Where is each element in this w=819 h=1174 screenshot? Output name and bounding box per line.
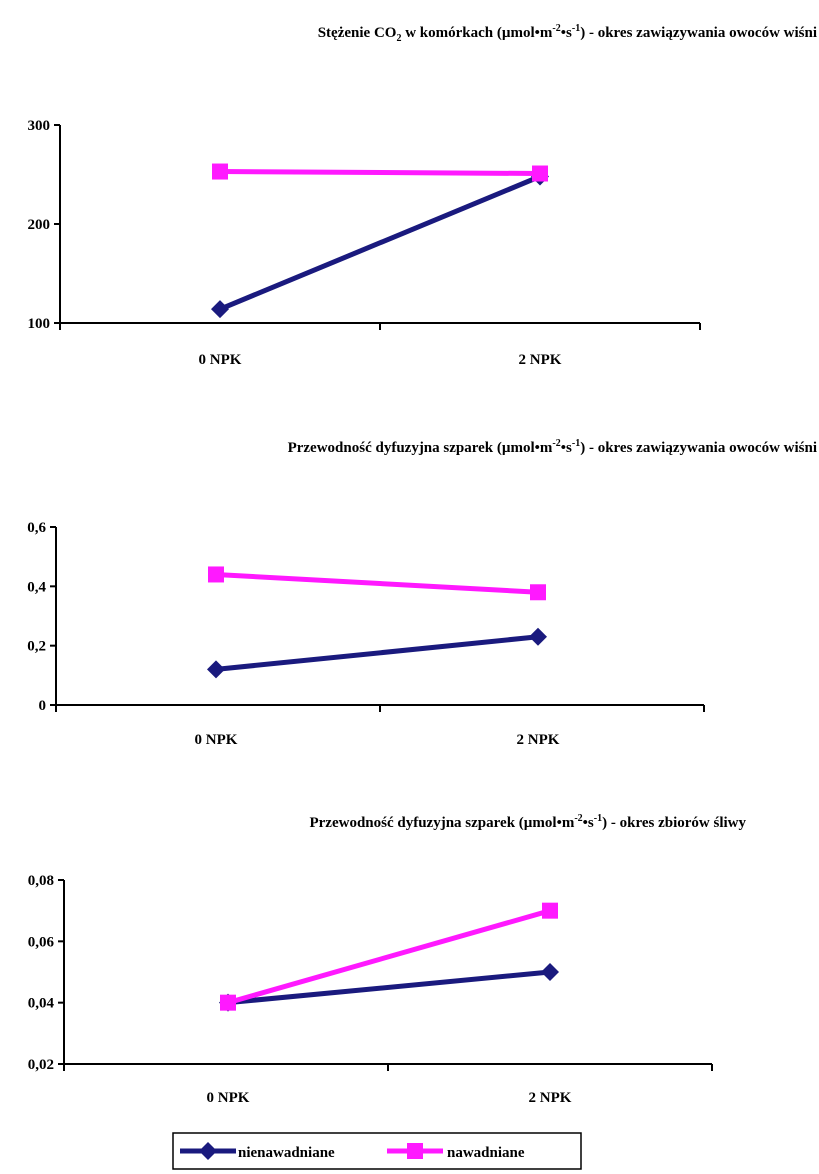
y-tick-label: 200 xyxy=(28,217,51,233)
legend: nienawadniane nawadniane xyxy=(172,1132,582,1170)
y-tick-label: 0,06 xyxy=(28,934,55,950)
data-point-nienawadniane xyxy=(207,660,225,679)
y-tick-label: 0 xyxy=(39,698,47,714)
data-point-nawadniane xyxy=(220,994,236,1011)
data-point-nawadniane xyxy=(212,163,228,180)
y-tick-label: 100 xyxy=(28,316,51,332)
legend-box xyxy=(172,1132,582,1170)
y-tick-label: 0,04 xyxy=(28,996,55,1012)
legend-marker xyxy=(199,1142,217,1160)
series-line-nawadniane xyxy=(219,169,541,177)
data-point-nawadniane xyxy=(532,165,548,182)
chart-title: Przewodność dyfuzyjna szparek (µmol•m-2•… xyxy=(309,813,746,831)
chart-2: Przewodność dyfuzyjna szparek (µmol•m-2•… xyxy=(27,438,817,748)
chart-title: Przewodność dyfuzyjna szparek (µmol•m-2•… xyxy=(288,438,817,456)
series-line-nienawadniane xyxy=(219,174,541,312)
y-tick-label: 0,02 xyxy=(28,1057,54,1073)
chart-1: Stężenie CO2 w komórkach (µmol•m-2•s-1) … xyxy=(28,23,818,368)
y-tick-label: 0,6 xyxy=(27,520,46,536)
x-tick-label: 2 NPK xyxy=(529,1090,572,1106)
chart-title: Stężenie CO2 w komórkach (µmol•m-2•s-1) … xyxy=(318,23,817,44)
data-point-nawadniane xyxy=(208,566,224,583)
data-point-nawadniane xyxy=(542,902,558,919)
legend-label: nienawadniane xyxy=(238,1145,335,1161)
series-line-nienawadniane xyxy=(215,634,539,672)
data-point-nienawadniane xyxy=(211,300,229,319)
series-line-nawadniane xyxy=(227,908,551,1006)
data-point-nienawadniane xyxy=(541,963,559,981)
legend-item-nienawadniane: nienawadniane xyxy=(180,1142,335,1161)
x-tick-label: 2 NPK xyxy=(517,732,560,748)
x-tick-label: 0 NPK xyxy=(195,732,238,748)
legend-marker xyxy=(407,1143,423,1159)
x-tick-label: 0 NPK xyxy=(207,1090,250,1106)
y-tick-label: 0,2 xyxy=(27,639,46,655)
chart-3: Przewodność dyfuzyjna szparek (µmol•m-2•… xyxy=(28,813,747,1106)
y-tick-label: 0,08 xyxy=(28,873,54,889)
x-tick-label: 2 NPK xyxy=(519,352,562,368)
legend-label: nawadniane xyxy=(447,1145,525,1161)
charts-layer: Stężenie CO2 w komórkach (µmol•m-2•s-1) … xyxy=(27,23,817,1106)
y-tick-label: 0,4 xyxy=(27,579,46,595)
series-line-nawadniane xyxy=(215,571,539,595)
legend-item-nawadniane: nawadniane xyxy=(387,1143,525,1161)
y-tick-label: 300 xyxy=(28,118,51,134)
data-point-nienawadniane xyxy=(529,627,547,646)
series-line-nienawadniane xyxy=(227,969,551,1006)
x-tick-label: 0 NPK xyxy=(199,352,242,368)
data-point-nawadniane xyxy=(530,584,546,601)
